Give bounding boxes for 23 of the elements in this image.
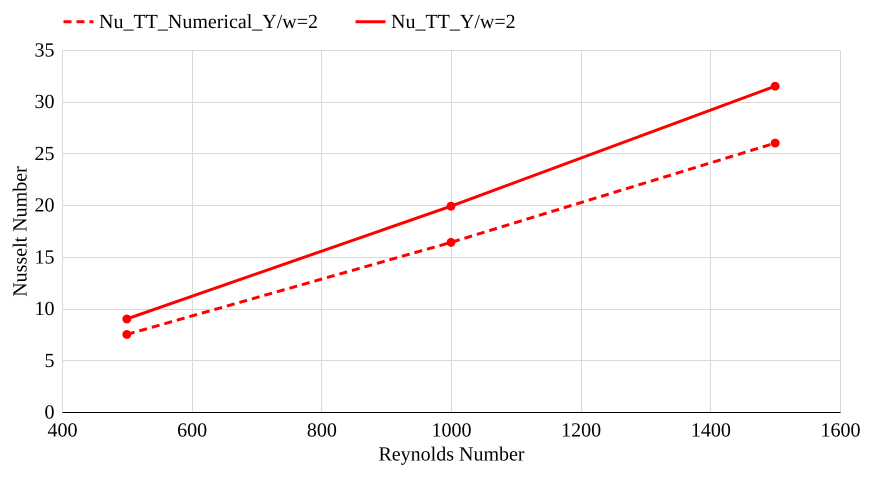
y-tick-label: 25 xyxy=(34,142,54,165)
x-tick-label: 1200 xyxy=(561,420,602,442)
point xyxy=(770,138,780,148)
point xyxy=(446,202,456,211)
point xyxy=(770,82,780,91)
legend-label: Nu_TT_Y/w=2 xyxy=(391,10,516,33)
x-tick-label: 1000 xyxy=(432,420,472,442)
y-tick-label: 20 xyxy=(34,194,54,217)
y-tick-label: 35 xyxy=(34,40,54,62)
point xyxy=(446,238,456,247)
y-axis-title: Nusselt Number xyxy=(10,166,32,297)
point xyxy=(122,330,132,339)
x-tick-label: 800 xyxy=(306,420,337,442)
x-tick-label: 600 xyxy=(177,420,208,442)
y-tick-label: 10 xyxy=(34,298,54,320)
x-axis-title: Reynolds Number xyxy=(378,444,525,466)
y-tick-label: 30 xyxy=(34,91,54,114)
y-tick-label: 15 xyxy=(34,246,54,268)
x-tick-label: 1600 xyxy=(820,420,860,442)
legend-label: Nu_TT_Numerical_Y/w=2 xyxy=(99,10,318,33)
point xyxy=(122,314,132,324)
y-tick-label: 5 xyxy=(44,350,54,372)
x-tick-label: 1400 xyxy=(690,420,731,442)
